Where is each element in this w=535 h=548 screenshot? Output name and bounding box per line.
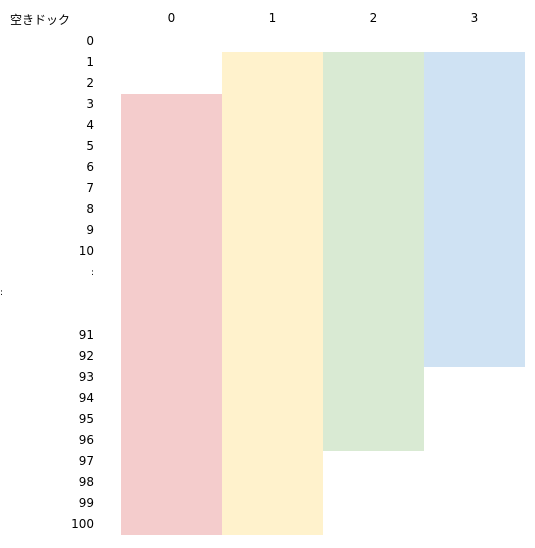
row-label: 7: [86, 181, 94, 195]
row-label: 8: [86, 202, 94, 216]
column-header-3: 3: [470, 11, 479, 25]
row-label: 6: [86, 160, 94, 174]
row-label: 97: [78, 454, 94, 468]
row-ellipsis: :: [90, 268, 94, 278]
row-label: 1: [86, 55, 94, 69]
row-label: 10: [78, 244, 94, 258]
dock-bar-3: [424, 52, 525, 367]
stray-mark: :: [0, 288, 4, 298]
row-label: 9: [86, 223, 94, 237]
dock-bar-1: [222, 52, 323, 535]
corner-header-label: 空きドック: [10, 13, 71, 27]
row-label: 99: [78, 496, 94, 510]
row-label: 5: [86, 139, 94, 153]
row-label: 4: [86, 118, 94, 132]
row-label: 93: [78, 370, 94, 384]
row-label: 91: [78, 328, 94, 342]
row-label: 98: [78, 475, 94, 489]
row-label: 3: [86, 97, 94, 111]
column-header-2: 2: [369, 11, 378, 25]
row-label: 95: [78, 412, 94, 426]
row-label: 96: [78, 433, 94, 447]
row-label: 100: [71, 517, 94, 531]
row-label: 2: [86, 76, 94, 90]
column-header-0: 0: [167, 11, 176, 25]
row-label: 94: [78, 391, 94, 405]
dock-bar-0: [121, 94, 222, 535]
row-label: 0: [86, 34, 94, 48]
dock-bar-2: [323, 52, 424, 451]
column-header-1: 1: [268, 11, 277, 25]
row-label: 92: [78, 349, 94, 363]
